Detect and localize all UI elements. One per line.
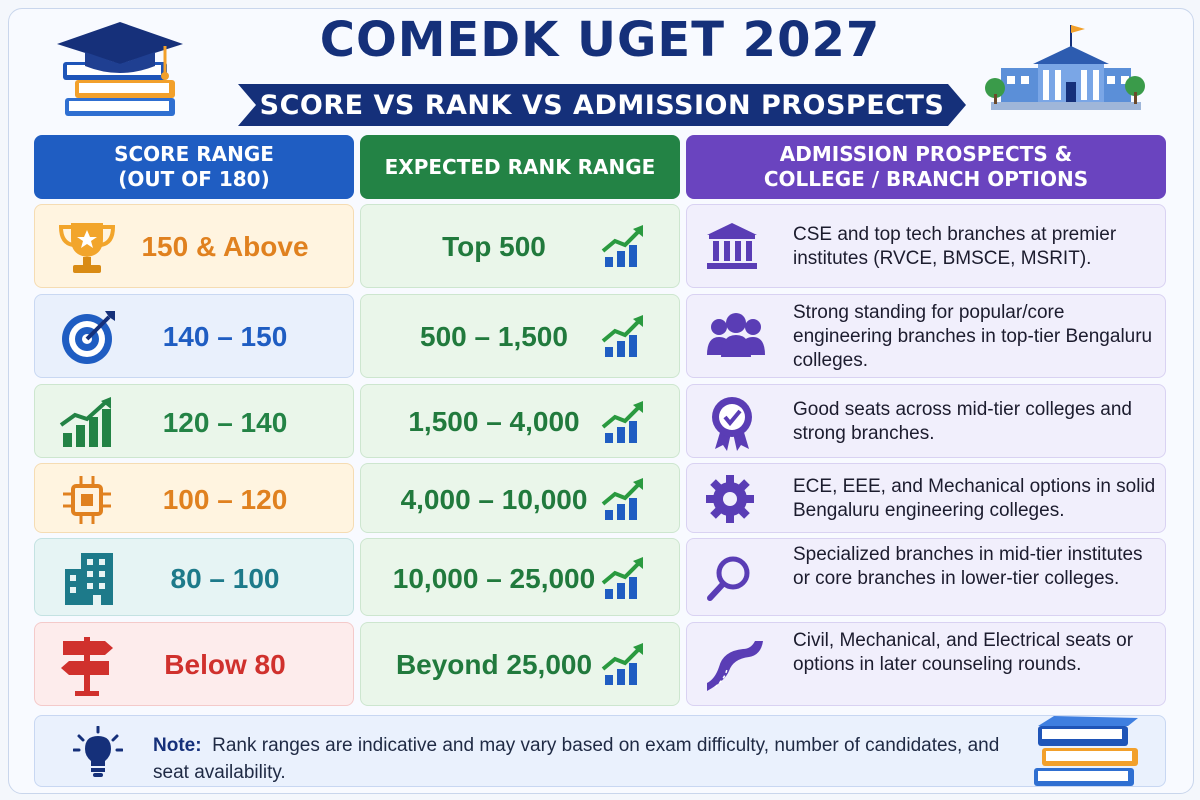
prospect-text: ECE, EEE, and Mechanical options in soli…: [793, 476, 1156, 521]
rank-value: 1,500 – 4,000: [408, 406, 580, 437]
header-prospects-line2: COLLEGE / BRANCH OPTIONS: [763, 167, 1089, 191]
lightbulb-icon: [73, 726, 123, 777]
prospect-cell: Good seats across mid-tier colleges and …: [686, 384, 1166, 458]
prospect-text: Specialized branches in mid-tier institu…: [793, 544, 1143, 589]
score-value: 100 – 120: [162, 484, 288, 515]
badge-icon: [712, 397, 752, 451]
rank-growth-icon: [601, 557, 643, 599]
college-building-icon: [983, 20, 1148, 125]
score-cell: 140 – 150: [34, 294, 354, 378]
books-stack-icon: [1028, 712, 1146, 797]
note-label: Note:: [153, 735, 202, 756]
rank-growth-icon: [601, 401, 643, 443]
rank-cell: Top 500: [360, 204, 680, 288]
signpost-icon: [61, 637, 113, 696]
note-text: Note: Rank ranges are indicative and may…: [153, 732, 1033, 786]
rank-value: Beyond 25,000: [395, 649, 593, 680]
subtitle-banner: SCORE VS RANK VS ADMISSION PROSPECTS: [238, 84, 966, 126]
rank-cell: 4,000 – 10,000: [360, 463, 680, 533]
group-icon: [707, 313, 765, 357]
note-box: Note: Rank ranges are indicative and may…: [34, 715, 1166, 787]
target-icon: [62, 311, 115, 364]
rank-value: 10,000 – 25,000: [392, 563, 596, 594]
score-cell: 100 – 120: [34, 463, 354, 533]
score-value: 150 & Above: [141, 231, 309, 262]
growth-chart-icon: [59, 397, 111, 447]
header-admission-prospects: ADMISSION PROSPECTS & COLLEGE / BRANCH O…: [686, 135, 1166, 199]
prospect-cell: Civil, Mechanical, and Electrical seats …: [686, 622, 1166, 706]
rank-cell: 10,000 – 25,000: [360, 538, 680, 616]
header-score-range: SCORE RANGE (OUT OF 180): [34, 135, 354, 199]
page-title: COMEDK UGET 2027: [319, 12, 881, 68]
rank-value: 4,000 – 10,000: [400, 484, 588, 515]
prospect-cell: ECE, EEE, and Mechanical options in soli…: [686, 463, 1166, 533]
score-value: 140 – 150: [162, 321, 288, 352]
score-value: 80 – 100: [170, 563, 280, 594]
rank-growth-icon: [601, 643, 643, 685]
score-cell: 80 – 100: [34, 538, 354, 616]
prospect-cell: Specialized branches in mid-tier institu…: [686, 538, 1166, 616]
rank-growth-icon: [601, 478, 643, 520]
rank-value: Top 500: [442, 231, 546, 262]
magnifier-icon: [707, 556, 750, 601]
score-value: 120 – 140: [162, 407, 288, 438]
rank-growth-icon: [601, 225, 643, 267]
prospect-text: Civil, Mechanical, and Electrical seats …: [793, 630, 1134, 675]
header-prospects-line1: ADMISSION PROSPECTS &: [779, 142, 1073, 166]
score-cell: 150 & Above: [34, 204, 354, 288]
building-icon: [65, 553, 113, 605]
prospect-text: CSE and top tech branches at premier ins…: [793, 224, 1117, 269]
header-rank-range: EXPECTED RANK RANGE: [360, 135, 680, 199]
rank-growth-icon: [601, 315, 643, 357]
header-score-line1: SCORE RANGE: [114, 142, 274, 166]
page-subtitle: SCORE VS RANK VS ADMISSION PROSPECTS: [259, 90, 945, 121]
prospect-text: Strong standing for popular/core enginee…: [793, 302, 1153, 371]
prospect-cell: Strong standing for popular/core enginee…: [686, 294, 1166, 378]
prospect-text: Good seats across mid-tier colleges and …: [793, 399, 1132, 444]
gear-icon: [706, 475, 754, 523]
score-cell: 120 – 140: [34, 384, 354, 458]
institution-icon: [707, 223, 757, 269]
note-body: Rank ranges are indicative and may vary …: [153, 735, 1000, 783]
prospect-cell: CSE and top tech branches at premier ins…: [686, 204, 1166, 288]
graduation-books-icon: [55, 18, 190, 128]
trophy-icon: [58, 223, 116, 273]
chip-icon: [63, 476, 111, 524]
rank-cell: 1,500 – 4,000: [360, 384, 680, 458]
rank-cell: Beyond 25,000: [360, 622, 680, 706]
score-value: Below 80: [164, 649, 286, 680]
road-icon: [707, 641, 763, 691]
rank-value: 500 – 1,500: [420, 321, 568, 352]
score-cell: Below 80: [34, 622, 354, 706]
header-score-line2: (OUT OF 180): [118, 167, 270, 191]
rank-cell: 500 – 1,500: [360, 294, 680, 378]
